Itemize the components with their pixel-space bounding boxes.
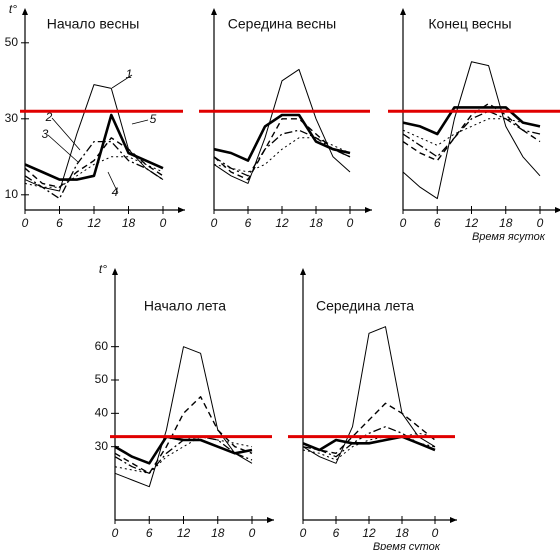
series-line	[213, 137, 351, 173]
series-line	[24, 156, 164, 188]
series-line	[302, 326, 436, 464]
series-label: 5	[150, 112, 157, 126]
y-axis-label: t°	[99, 262, 107, 276]
x-tick-label: 0	[347, 216, 354, 230]
leader-line	[131, 119, 149, 125]
series-line	[114, 346, 253, 488]
leader-line	[47, 134, 79, 163]
x-axis-arrow	[555, 207, 560, 213]
y-axis-arrow	[211, 8, 217, 15]
y-tick-label: 30	[95, 439, 109, 453]
chart-title: Середина лета	[316, 298, 414, 314]
x-tick-label: 12	[362, 526, 376, 540]
x-tick-label: 18	[499, 216, 513, 230]
y-axis-arrow	[300, 268, 306, 275]
x-tick-label: 6	[56, 216, 63, 230]
series-label: 1	[126, 67, 133, 81]
y-axis-arrow	[22, 8, 28, 15]
x-tick-label: 18	[122, 216, 136, 230]
x-tick-label: 0	[160, 216, 167, 230]
series-line	[302, 402, 436, 454]
series-label: 4	[112, 185, 119, 199]
series-label: 2	[45, 110, 53, 124]
x-axis-arrow	[178, 207, 185, 213]
x-tick-label: 0	[211, 216, 218, 230]
chart-title: Конец весны	[428, 16, 511, 32]
series-line	[114, 435, 253, 465]
x-axis-arrow	[450, 517, 457, 523]
x-tick-label: 18	[211, 526, 225, 540]
x-tick-label: 18	[395, 526, 409, 540]
x-tick-label: 18	[309, 216, 323, 230]
x-tick-label: 0	[432, 526, 439, 540]
series-line	[402, 61, 541, 200]
y-axis-arrow	[112, 268, 118, 275]
x-tick-label: 0	[249, 526, 256, 540]
y-tick-label: 40	[95, 406, 109, 420]
chart-title: Начало лета	[144, 298, 226, 314]
x-tick-label: 6	[245, 216, 252, 230]
x-tick-label: 0	[300, 526, 307, 540]
y-tick-label: 50	[5, 35, 19, 49]
series-line	[24, 137, 164, 188]
x-tick-label: 0	[400, 216, 407, 230]
x-tick-label: 6	[146, 526, 153, 540]
x-tick-label: 0	[537, 216, 544, 230]
series-line	[213, 113, 351, 162]
leader-line	[111, 74, 133, 89]
series-line	[402, 102, 541, 162]
leader-line	[51, 117, 81, 151]
x-tick-label: 12	[177, 526, 191, 540]
x-tick-label: 12	[465, 216, 479, 230]
x-tick-label: 12	[275, 216, 289, 230]
series-line	[24, 113, 164, 181]
series-line	[114, 396, 253, 474]
chart-title: Середина весны	[228, 16, 336, 32]
x-axis-label: Время суток	[373, 541, 441, 550]
x-axis-arrow	[267, 517, 274, 523]
y-tick-label: 30	[5, 111, 19, 125]
chart-title: Начало весны	[47, 16, 140, 32]
x-tick-label: 0	[22, 216, 29, 230]
series-label: 3	[42, 127, 49, 141]
x-axis-arrow	[365, 207, 372, 213]
series-line	[402, 106, 541, 136]
x-tick-label: 6	[333, 526, 340, 540]
y-tick-label: 10	[5, 187, 19, 201]
x-tick-label: 0	[112, 526, 119, 540]
y-axis-label: t°	[9, 2, 17, 16]
series-line	[24, 140, 164, 200]
x-tick-label: 6	[434, 216, 441, 230]
y-tick-label: 50	[95, 372, 109, 386]
y-axis-arrow	[400, 8, 406, 15]
series-line	[213, 118, 351, 181]
series-line	[114, 436, 253, 474]
series-line	[402, 110, 541, 158]
leader-line	[107, 171, 119, 194]
x-tick-label: 12	[87, 216, 101, 230]
x-axis-label: Время ясуток	[472, 231, 546, 243]
series-line	[402, 118, 541, 146]
series-line	[302, 435, 436, 452]
series-line	[24, 84, 164, 192]
series-line	[213, 68, 351, 184]
y-tick-label: 60	[95, 339, 109, 353]
